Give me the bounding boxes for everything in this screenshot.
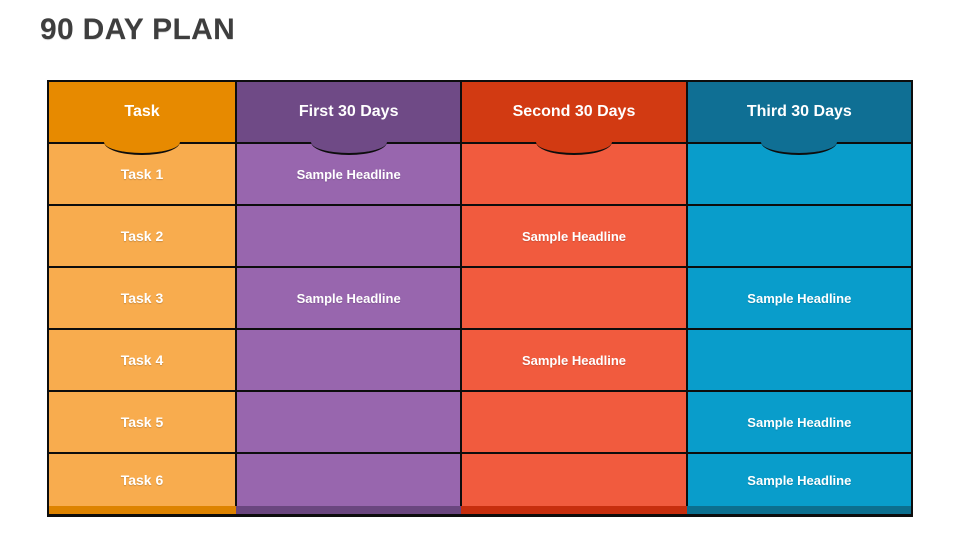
bottom-edge-first30 — [236, 506, 462, 514]
cell-first30-row4 — [237, 330, 461, 390]
cell-text: Sample Headline — [296, 166, 401, 182]
header-notch — [104, 142, 180, 155]
header-notch — [310, 142, 387, 155]
cell-third30-row1 — [687, 142, 911, 204]
cell-third30-row5: Sample Headline — [687, 392, 911, 452]
cell-second30-row6 — [462, 454, 686, 506]
cell-third30-row6: Sample Headline — [687, 454, 911, 506]
page-title: 90 DAY PLAN — [40, 13, 236, 46]
bottom-edge-second30 — [461, 506, 687, 514]
column-header-first-30-days: First 30 Days — [237, 82, 461, 142]
ninety-day-plan-table: Task First 30 Days Second 30 Days Third … — [47, 80, 913, 517]
task-row-label-3: Task 3 — [49, 268, 235, 328]
task-row-label-4: Task 4 — [49, 330, 235, 390]
bottom-edge-task — [49, 506, 237, 514]
header-notch — [535, 142, 612, 155]
cell-first30-row2 — [237, 206, 461, 266]
cell-third30-row2 — [687, 206, 911, 266]
cell-first30-row5 — [237, 392, 461, 452]
task-row-label-6: Task 6 — [49, 454, 235, 506]
cell-third30-row3: Sample Headline — [687, 268, 911, 328]
cell-third30-row4 — [687, 330, 911, 390]
cell-first30-row1: Sample Headline — [237, 142, 461, 204]
column-header-task: Task — [49, 82, 235, 142]
cell-first30-row3: Sample Headline — [237, 268, 461, 328]
task-row-label-1: Task 1 — [49, 142, 235, 204]
header-notch — [761, 142, 838, 155]
bottom-edge-third30 — [686, 506, 912, 514]
cell-second30-row1 — [462, 142, 686, 204]
column-header-third-30-days: Third 30 Days — [687, 82, 911, 142]
task-label: Task 1 — [120, 166, 164, 182]
task-row-label-5: Task 5 — [49, 392, 235, 452]
cell-second30-row3 — [462, 268, 686, 328]
plan-table-grid: Task First 30 Days Second 30 Days Third … — [49, 82, 911, 506]
cell-second30-row5 — [462, 392, 686, 452]
cell-first30-row6 — [237, 454, 461, 506]
table-bottom-edge — [49, 506, 912, 514]
column-header-second-30-days: Second 30 Days — [462, 82, 686, 142]
task-row-label-2: Task 2 — [49, 206, 235, 266]
cell-second30-row2: Sample Headline — [462, 206, 686, 266]
cell-second30-row4: Sample Headline — [462, 330, 686, 390]
